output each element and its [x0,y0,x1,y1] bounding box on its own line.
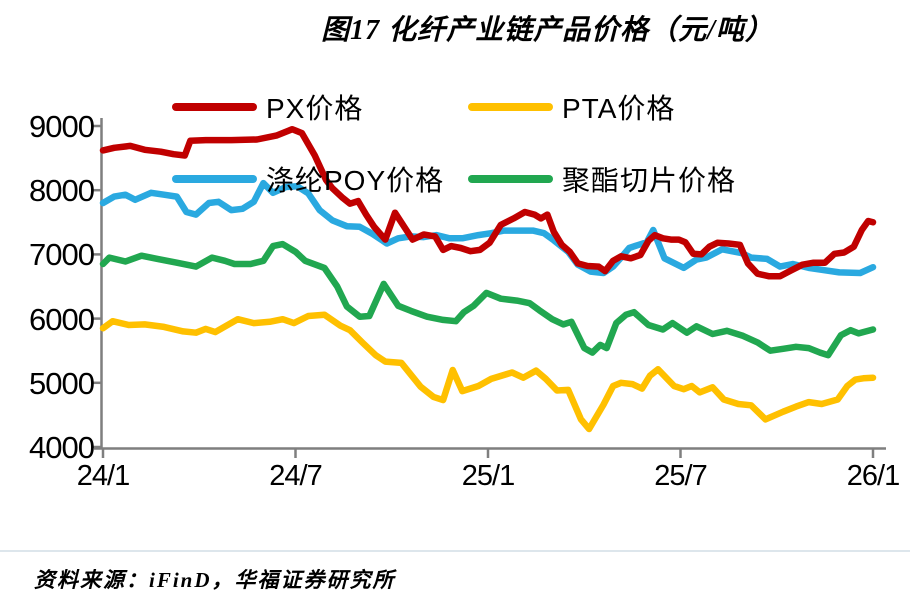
legend-item-poy: 涤纶POY价格 [172,163,444,196]
series-line-1 [99,125,877,280]
legend-label-px: PX价格 [266,93,364,124]
chip-line-marker [468,175,553,183]
legend-label-poy: 涤纶POY价格 [266,165,445,196]
x-tick-label: 26/1 [846,460,900,492]
px-line-marker [172,103,257,111]
pta-line-marker [468,103,553,111]
source-note: 资料来源：iFinD，华福证券研究所 [0,550,910,594]
legend-item-pta: PTA价格 [468,91,675,124]
x-tick-label: 24/1 [76,460,130,492]
y-tick-label: 8000 [29,173,95,209]
series-line-2 [99,311,877,433]
x-tick-label: 25/7 [654,460,707,492]
y-tick-label: 6000 [29,301,95,337]
y-tick-label: 4000 [29,430,95,465]
legend-label-pta: PTA价格 [562,93,676,124]
legend-item-chip: 聚酯切片价格 [468,163,736,196]
chart-title: 图17 化纤产业链产品价格（元/吨） [321,15,774,46]
poy-line-marker [172,175,257,183]
legend-item-px: PX价格 [172,91,363,124]
y-tick-label: 9000 [29,109,95,144]
x-tick-label: 25/1 [461,460,515,492]
legend-label-chip: 聚酯切片价格 [562,165,737,196]
y-tick-label: 7000 [29,237,95,273]
series-line-4 [99,240,877,359]
y-tick-label: 5000 [29,365,95,401]
x-tick-label: 24/7 [269,460,322,492]
series-line-3 [99,179,877,277]
